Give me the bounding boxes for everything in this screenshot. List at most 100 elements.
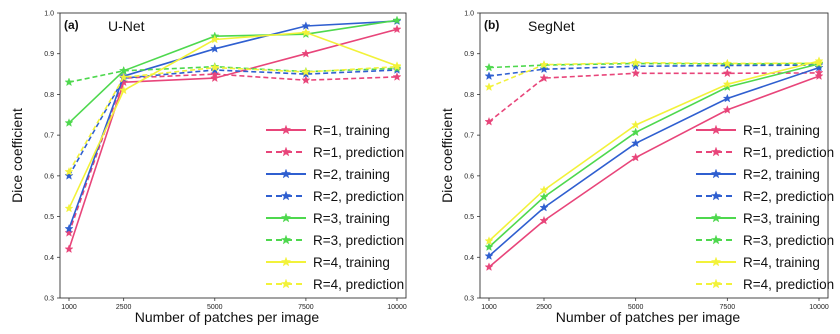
data-point (539, 192, 549, 201)
data-point (814, 71, 824, 80)
data-point (722, 68, 732, 78)
legend: R=1, training R=1, prediction R=2, trainin… (696, 123, 834, 292)
data-point (64, 118, 74, 127)
legend-entry: R=4, training (313, 255, 390, 270)
y-tick-label: 0.7 (464, 133, 474, 140)
data-point (484, 82, 494, 91)
legend-entry: R=4, prediction (313, 277, 404, 292)
series-r-4-prediction (64, 61, 402, 176)
data-point (539, 202, 549, 212)
legend-marker (710, 190, 722, 201)
data-point (539, 64, 549, 74)
data-point (722, 105, 732, 114)
legend-entry: R=4, training (743, 255, 820, 270)
legend-entry: R=3, training (313, 211, 390, 226)
legend-marker (710, 256, 722, 267)
data-point (814, 58, 824, 67)
y-axis-label: Dice coefficient (9, 108, 25, 203)
panel-label: (b) (484, 18, 499, 32)
x-axis-label: Number of patches per image (135, 309, 320, 325)
legend-entry: R=1, prediction (743, 145, 834, 160)
legend-entry: R=2, prediction (743, 189, 834, 204)
plot-frame (479, 12, 829, 299)
series-r-1-training (484, 71, 824, 271)
data-point (814, 68, 824, 77)
data-point (301, 27, 311, 37)
panel-label: (a) (64, 18, 79, 32)
data-point (484, 62, 494, 72)
series-line (488, 61, 820, 88)
series-r-4-training (484, 56, 824, 245)
series-r-4-prediction (484, 57, 824, 91)
data-point (119, 72, 129, 82)
data-point (64, 224, 74, 233)
data-point (631, 61, 641, 71)
legend-entry: R=2, training (313, 167, 390, 182)
x-tick-label: 5000 (207, 304, 223, 311)
data-point (210, 44, 220, 53)
data-point (814, 62, 824, 72)
data-point (301, 75, 311, 85)
x-tick-label: 7500 (298, 304, 314, 311)
y-tick-label: 0.5 (464, 214, 474, 221)
data-point (539, 73, 549, 82)
data-point (484, 116, 494, 126)
legend-marker (710, 212, 722, 223)
plot-frame (59, 12, 407, 299)
legend-entry: R=2, training (743, 167, 820, 182)
data-point (64, 228, 74, 237)
legend-entry: R=1, prediction (313, 145, 404, 160)
x-tick-label: 2500 (536, 304, 552, 311)
y-tick-label: 0.9 (464, 51, 474, 58)
data-point (210, 73, 220, 82)
y-tick-label: 0.6 (464, 173, 474, 180)
data-point (484, 251, 494, 260)
legend-marker (280, 278, 292, 289)
x-tick-label: 1000 (481, 304, 497, 311)
data-point (631, 57, 641, 67)
series-r-1-training (64, 24, 402, 253)
legend-entry: R=3, prediction (313, 233, 404, 248)
data-point (210, 69, 220, 78)
y-tick-label: 1.0 (464, 11, 474, 18)
data-point (392, 24, 402, 34)
chart-title: SegNet (528, 18, 575, 34)
data-point (539, 59, 549, 69)
x-tick-label: 10000 (809, 304, 829, 311)
x-tick-label: 2500 (116, 304, 132, 311)
legend: R=1, training R=1, prediction R=2, trainin… (266, 123, 404, 292)
data-point (64, 167, 74, 176)
y-tick-label: 0.6 (44, 173, 54, 180)
series-r-2-training (484, 62, 824, 260)
y-tick-label: 0.3 (464, 296, 474, 303)
x-tick-label: 7500 (720, 304, 736, 311)
data-point (631, 127, 641, 137)
data-point (64, 244, 74, 253)
x-axis-label: Number of patches per image (556, 309, 741, 325)
data-point (392, 72, 402, 81)
legend-marker (280, 234, 292, 245)
legend-marker (280, 146, 292, 157)
legend-entry: R=1, training (313, 123, 390, 138)
legend-entry: R=3, training (743, 211, 820, 226)
data-point (392, 15, 402, 25)
x-tick-label: 5000 (628, 304, 644, 311)
data-point (631, 120, 641, 129)
legend-entry: R=1, training (743, 123, 820, 138)
y-tick-label: 0.4 (44, 255, 54, 262)
legend-marker (280, 124, 292, 135)
data-point (631, 152, 641, 162)
data-point (631, 138, 641, 148)
data-point (119, 77, 129, 87)
legend-marker (710, 146, 722, 157)
y-tick-label: 0.8 (464, 92, 474, 99)
data-point (119, 85, 129, 95)
y-tick-label: 0.5 (44, 214, 54, 221)
chart-title: U-Net (108, 18, 145, 34)
data-point (484, 236, 494, 245)
data-point (301, 48, 311, 58)
data-point (210, 34, 220, 44)
series-r-1-prediction (484, 68, 824, 126)
